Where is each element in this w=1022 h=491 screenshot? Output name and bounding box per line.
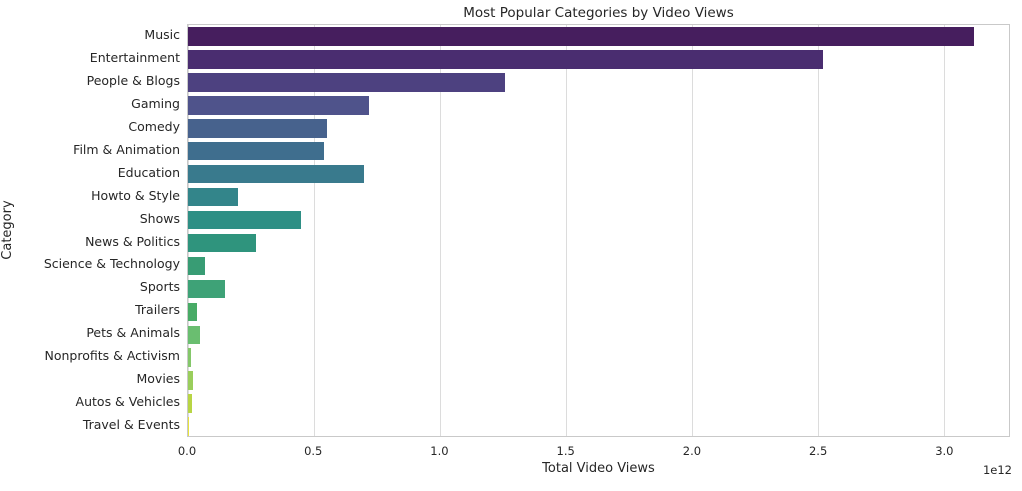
category-label: Comedy	[128, 118, 180, 134]
category-label: Nonprofits & Activism	[44, 348, 181, 364]
category-label: Sports	[139, 279, 180, 295]
category-label: People & Blogs	[86, 72, 180, 88]
x-tick-label: 3.0	[935, 444, 954, 458]
bar	[188, 164, 365, 184]
bar	[188, 210, 302, 230]
bar	[188, 256, 205, 276]
category-label: Music	[144, 27, 180, 42]
category-label: Howto & Style	[91, 187, 180, 203]
category-label: Education	[117, 164, 180, 180]
bar	[188, 394, 193, 413]
bar	[188, 73, 506, 92]
category-label: Movies	[136, 371, 180, 387]
grid-line	[817, 25, 819, 436]
bar	[188, 279, 226, 299]
grid-line	[188, 25, 189, 436]
bar	[188, 348, 192, 367]
grid-line	[565, 25, 567, 436]
grid-line	[313, 25, 315, 436]
bar	[188, 371, 194, 390]
category-label: News & Politics	[85, 233, 180, 249]
x-tick-label: 0.5	[304, 444, 323, 458]
category-label: Travel & Events	[82, 417, 180, 433]
bar	[188, 325, 201, 344]
category-label: Shows	[139, 210, 180, 226]
category-label: Autos & Vehicles	[75, 394, 180, 410]
x-axis-label: Total Video Views	[542, 461, 655, 476]
x-tick-label: 2.5	[808, 444, 828, 458]
bar	[188, 233, 256, 253]
bar	[188, 119, 327, 138]
grid-line	[439, 25, 441, 436]
x-tick-label: 0.0	[177, 444, 197, 458]
axis-offset-label: 1e12	[982, 463, 1012, 477]
y-tick-labels: Music Entertainment People & Blogs Gaming Co…	[0, 24, 180, 437]
category-label: Science & Technology	[43, 256, 180, 272]
grid-line	[691, 25, 693, 436]
chart-title: Most Popular Categories by Video Views	[463, 5, 734, 21]
category-label: Film & Animation	[73, 141, 180, 157]
bar	[188, 302, 198, 322]
category-label: Gaming	[131, 95, 180, 111]
x-tick-label: 1.0	[430, 444, 449, 458]
bar	[188, 141, 324, 161]
bar	[188, 417, 189, 436]
x-tick-label: 2.0	[682, 444, 702, 458]
bar	[188, 50, 823, 69]
x-tick-label: 1.5	[556, 444, 575, 458]
bar	[188, 27, 974, 46]
category-label: Trailers	[135, 302, 180, 318]
x-tick-labels: 0.0 0.5 1.0 1.5 2.0 2.5 3.0	[178, 444, 1010, 460]
bar	[188, 187, 239, 207]
grid-line	[943, 25, 945, 436]
category-label: Entertainment	[89, 49, 180, 65]
bar	[188, 96, 370, 115]
plot-area	[187, 24, 1010, 437]
category-label: Pets & Animals	[86, 325, 180, 341]
